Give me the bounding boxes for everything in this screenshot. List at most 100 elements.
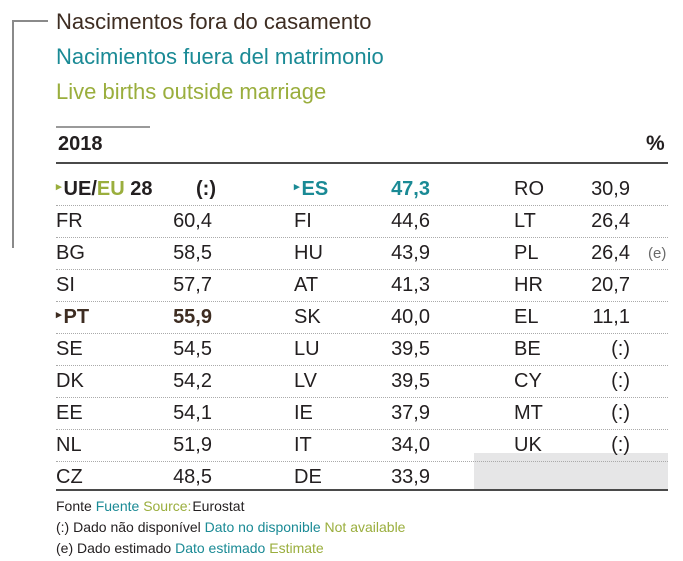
country-code: FR (56, 210, 83, 232)
title-underline (56, 126, 150, 128)
country-code: ▸ PT (56, 302, 89, 333)
country-code: CZ (56, 466, 83, 488)
table-row: CZ 48,5 DE 33,9 (56, 462, 668, 493)
country-value: 34,0 (391, 434, 430, 456)
country-code: EL (514, 306, 539, 328)
title-spanish: Nacimientos fuera del matrimonio (56, 44, 384, 69)
country-value: 30,9 (591, 178, 630, 200)
table-cell: SK 40,0 (294, 302, 430, 333)
country-code: LU (294, 338, 320, 360)
country-value: 54,2 (173, 370, 212, 392)
country-value: 20,7 (591, 274, 630, 296)
footer-not-available: (:) Dado não disponível Dato no disponib… (56, 518, 405, 536)
country-code: DK (56, 370, 84, 392)
table-cell: DE 33,9 (294, 462, 430, 493)
table-cell: ▸ ES 47,3 (294, 174, 430, 205)
year-label: 2018 (58, 133, 103, 155)
country-code: SI (56, 274, 75, 296)
est-code: (e) (56, 540, 74, 556)
table-cell: ▸ PT 55,9 (56, 302, 212, 333)
country-value: 41,3 (391, 274, 430, 296)
country-code: PL (514, 242, 539, 264)
table-row: EE 54,1 IE 37,9 MT (:) (56, 398, 668, 430)
country-value: (:) (611, 434, 630, 456)
country-value: (:) (611, 370, 630, 392)
eu-label-28: 28 (124, 178, 153, 200)
country-value: 40,0 (391, 306, 430, 328)
country-value: 54,5 (173, 338, 212, 360)
table-row: ▸ PT 55,9 SK 40,0 EL 11,1 (56, 302, 668, 334)
footer-rule (56, 489, 668, 491)
pointer-icon: ▸ (294, 181, 300, 194)
table-cell: IE 37,9 (294, 398, 430, 429)
table-row: SE 54,5 LU 39,5 BE (:) (56, 334, 668, 366)
country-code: BG (56, 242, 85, 264)
country-code: HU (294, 242, 323, 264)
country-code-text: ES (301, 178, 329, 200)
table-cell: SI 57,7 (56, 270, 212, 301)
pointer-icon: ▸ (56, 309, 62, 322)
table-row: BG 58,5 HU 43,9 PL 26,4 (e) (56, 238, 668, 270)
bracket-vertical (12, 20, 14, 248)
na-label-es: Dato no disponible (204, 519, 321, 535)
table-cell: CZ 48,5 (56, 462, 212, 493)
country-code: ▸ ES (294, 174, 328, 205)
country-value: (:) (196, 178, 216, 200)
table-cell: ▸ UE/EU 28 (:) (56, 174, 216, 205)
country-code: SE (56, 338, 83, 360)
bracket-horizontal (12, 20, 48, 22)
table-cell: LV 39,5 (294, 366, 430, 397)
country-code: CY (514, 370, 542, 392)
country-value: 26,4 (591, 210, 630, 232)
table-cell: RO 30,9 (514, 174, 630, 205)
header-rule (56, 162, 668, 164)
country-code: HR (514, 274, 543, 296)
country-code: ▸ UE/EU 28 (56, 174, 152, 205)
country-value: 39,5 (391, 338, 430, 360)
table-cell: NL 51,9 (56, 430, 212, 461)
country-value: 48,5 (173, 466, 212, 488)
est-label-pt: Dado estimado (77, 540, 172, 556)
country-value: (:) (611, 402, 630, 424)
country-value: 11,1 (592, 306, 630, 328)
table-cell: EL 11,1 (514, 302, 630, 333)
pointer-icon: ▸ (56, 181, 62, 194)
table-cell: CY (:) (514, 366, 630, 397)
table-cell: BG 58,5 (56, 238, 212, 269)
footer-source: Fonte Fuente Source: Eurostat (56, 497, 244, 515)
country-code: IE (294, 402, 313, 424)
table-cell: MT (:) (514, 398, 630, 429)
table-cell: UK (:) (514, 430, 630, 461)
country-value: 26,4 (591, 242, 630, 264)
eu-label-eu: EU (96, 178, 125, 200)
country-code: IT (294, 434, 312, 456)
source-label-en: Source: (143, 498, 192, 514)
country-value: 43,9 (391, 242, 430, 264)
estimate-note: (e) (648, 245, 667, 262)
country-value: 55,9 (173, 306, 212, 328)
table-row: NL 51,9 IT 34,0 UK (:) (56, 430, 668, 462)
country-code: RO (514, 178, 544, 200)
country-code: EE (56, 402, 83, 424)
country-value: 33,9 (391, 466, 430, 488)
country-code: LT (514, 210, 536, 232)
country-value: 60,4 (173, 210, 212, 232)
table-cell: LU 39,5 (294, 334, 430, 365)
table-cell: LT 26,4 (514, 206, 630, 237)
country-value: 51,9 (173, 434, 212, 456)
na-label-pt: Dado não disponível (73, 519, 201, 535)
unit-label: % (646, 132, 665, 155)
country-code: FI (294, 210, 312, 232)
table-cell: IT 34,0 (294, 430, 430, 461)
data-table: ▸ UE/EU 28 (:) ▸ ES 47,3 RO 30,9 FR 60,4 FI 44,6 LT 2… (56, 174, 668, 493)
country-code: UK (514, 434, 542, 456)
title-portuguese: Nascimentos fora do casamento (56, 9, 372, 34)
footer-estimate: (e) Dado estimado Dato estimado Estimate (56, 539, 324, 557)
table-row: FR 60,4 FI 44,6 LT 26,4 (56, 206, 668, 238)
table-cell: DK 54,2 (56, 366, 212, 397)
country-value: 37,9 (391, 402, 430, 424)
table-row: SI 57,7 AT 41,3 HR 20,7 (56, 270, 668, 302)
na-code: (:) (56, 519, 70, 535)
table-cell: PL 26,4 (514, 238, 630, 269)
country-value: 58,5 (173, 242, 212, 264)
